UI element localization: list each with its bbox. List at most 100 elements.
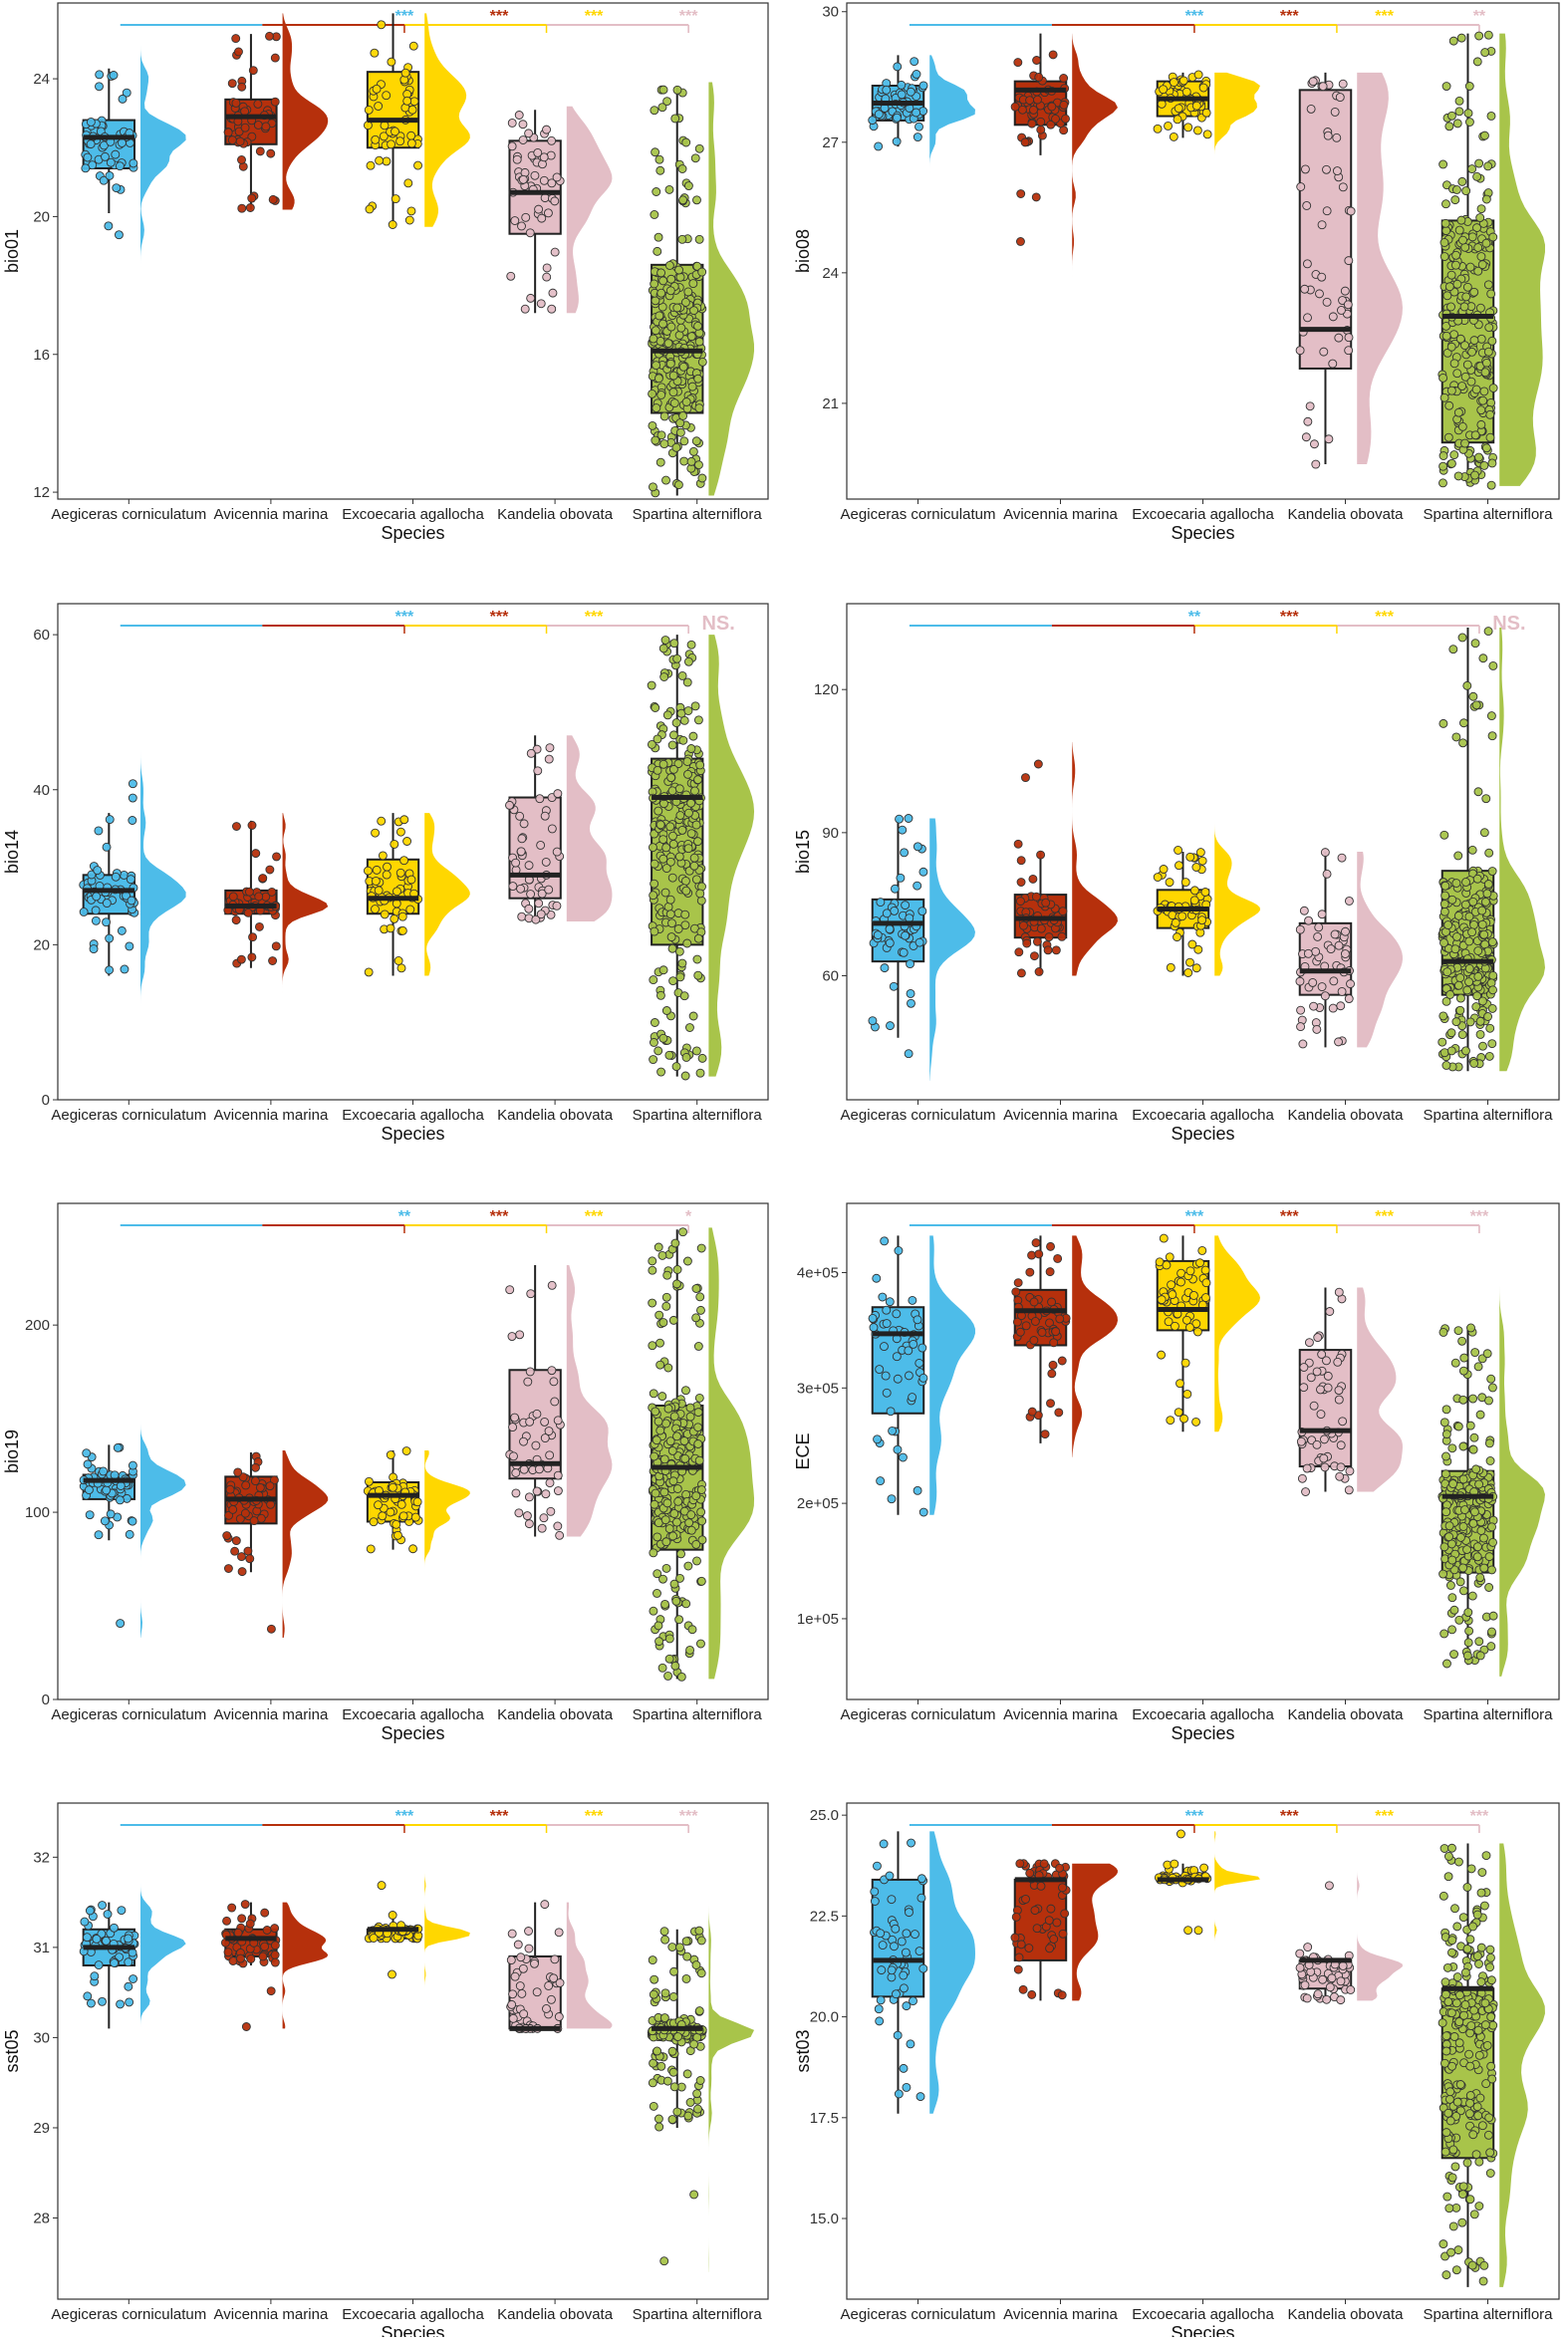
data-point — [240, 107, 250, 117]
significance-label: *** — [490, 8, 509, 25]
data-point — [680, 1453, 690, 1463]
data-point — [231, 915, 241, 925]
data-point — [544, 1427, 554, 1436]
data-point — [1460, 438, 1469, 448]
data-point — [1447, 1948, 1456, 1957]
data-point — [1181, 87, 1191, 97]
data-point — [1053, 1253, 1063, 1263]
data-point — [1202, 130, 1212, 139]
data-point — [237, 203, 247, 213]
data-point — [1031, 1238, 1041, 1248]
data-point — [231, 1536, 241, 1546]
data-point — [659, 2256, 669, 2266]
data-point — [524, 904, 534, 913]
data-point — [1438, 373, 1448, 383]
data-point — [1462, 1651, 1472, 1661]
data-point — [666, 322, 676, 332]
data-point — [651, 703, 660, 712]
data-point — [1463, 109, 1473, 119]
y-tick-label: 20 — [33, 936, 50, 953]
data-point — [1483, 627, 1493, 637]
data-point — [382, 870, 392, 880]
data-point — [116, 1495, 125, 1505]
data-point — [1346, 1985, 1356, 1994]
significance-label: *** — [1375, 8, 1394, 25]
data-point — [371, 828, 381, 838]
data-point — [658, 759, 668, 769]
data-point — [237, 82, 247, 92]
data-point — [1472, 57, 1482, 67]
data-point — [387, 57, 396, 67]
data-point — [545, 1478, 555, 1488]
data-point — [1477, 919, 1487, 929]
data-point — [659, 1487, 669, 1497]
data-point — [1460, 2000, 1470, 2009]
data-point — [547, 1280, 557, 1290]
data-point — [1439, 1844, 1449, 1853]
data-point — [913, 132, 922, 142]
data-point — [1201, 108, 1211, 118]
data-point — [1441, 1451, 1450, 1461]
data-point — [391, 194, 400, 204]
data-point — [1479, 929, 1489, 939]
data-point — [1162, 1260, 1172, 1270]
data-point — [882, 1319, 892, 1328]
data-point — [1465, 2098, 1475, 2108]
data-point — [106, 1509, 116, 1519]
data-point — [695, 2076, 705, 2085]
data-point — [693, 1342, 703, 1351]
data-point — [512, 154, 522, 164]
data-point — [1175, 861, 1183, 871]
data-point — [1320, 848, 1330, 858]
data-point — [682, 1952, 692, 1961]
data-point — [1444, 282, 1454, 292]
data-point — [1043, 945, 1053, 955]
data-point — [918, 1373, 928, 1383]
data-point — [1055, 1863, 1065, 1873]
data-point — [378, 1511, 388, 1521]
y-tick-label: 1e+05 — [797, 1611, 839, 1628]
data-point — [660, 1599, 669, 1609]
data-point — [1438, 451, 1448, 460]
data-point — [690, 701, 700, 711]
data-point — [1450, 1904, 1459, 1914]
significance-label: *** — [679, 1808, 698, 1825]
data-point — [540, 1433, 550, 1443]
data-point — [1441, 1061, 1451, 1070]
data-point — [236, 954, 246, 964]
significance-label: *** — [585, 8, 604, 25]
data-point — [1483, 347, 1493, 357]
data-point — [652, 1435, 661, 1445]
data-point — [1296, 1022, 1306, 1032]
data-point — [92, 1934, 102, 1944]
data-point — [674, 852, 684, 862]
x-axis-label: Species — [1171, 2323, 1234, 2337]
data-point — [1200, 888, 1210, 897]
data-point — [265, 31, 274, 41]
data-point — [1055, 1314, 1065, 1324]
significance-label: *** — [1185, 8, 1204, 25]
data-point — [227, 1903, 237, 1913]
data-point — [249, 1516, 259, 1526]
data-point — [1195, 1258, 1204, 1268]
data-point — [876, 1995, 886, 2005]
data-point — [1441, 2031, 1451, 2041]
data-point — [1439, 392, 1449, 402]
data-point — [1030, 1317, 1040, 1326]
data-point — [668, 1476, 678, 1486]
data-point — [879, 1839, 889, 1849]
data-point — [1439, 1629, 1449, 1639]
data-point — [1474, 1637, 1484, 1647]
data-point — [1460, 372, 1470, 382]
data-point — [888, 1426, 898, 1435]
data-point — [1322, 869, 1332, 879]
data-point — [1019, 920, 1028, 930]
data-point — [909, 1339, 918, 1349]
data-point — [1472, 874, 1482, 884]
data-point — [1059, 74, 1069, 83]
data-point — [83, 1933, 92, 1943]
series-spartina-alterniflora — [1437, 627, 1545, 1072]
data-point — [882, 1388, 892, 1398]
data-point — [1488, 970, 1498, 980]
